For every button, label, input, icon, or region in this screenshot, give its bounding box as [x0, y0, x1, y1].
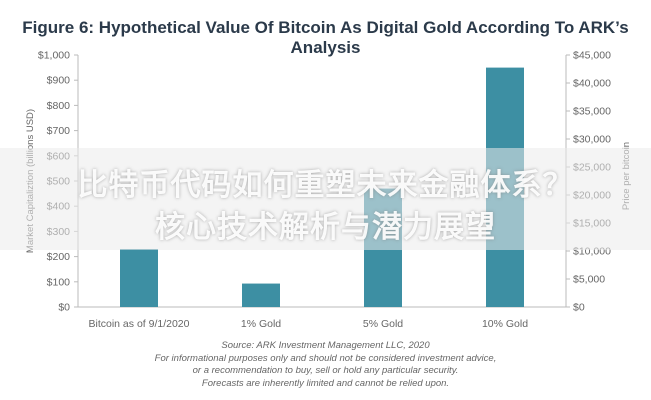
y-tick-label: $700 [47, 125, 71, 137]
x-tick-label: 5% Gold [363, 318, 403, 330]
y2-tick-label: $35,000 [573, 106, 611, 118]
x-tick-label: 10% Gold [482, 318, 528, 330]
y-tick-label: $200 [47, 251, 71, 263]
y-tick-label: $100 [47, 276, 71, 288]
y2-tick-label: $0 [573, 302, 585, 314]
y2-tick-label: $5,000 [573, 274, 605, 286]
disclaimer-line: For informational purposes only and shou… [154, 352, 497, 364]
y-tick-label: $900 [47, 75, 71, 87]
disclaimer-line: Forecasts are inherently limited and can… [201, 377, 450, 389]
y-tick-label: $1,000 [38, 50, 70, 62]
overlay-subheadline: 核心技术解析与潜力展望 [155, 210, 496, 245]
bar [120, 249, 158, 307]
bar [242, 283, 280, 307]
y-tick-label: $800 [47, 100, 71, 112]
source-line: Source: ARK Investment Management LLC, 2… [221, 340, 430, 351]
x-tick-label: 1% Gold [241, 318, 281, 330]
figure-title: Figure 6: Hypothetical Value Of Bitcoin … [22, 18, 629, 57]
x-axis-ticks: Bitcoin as of 9/1/2020 1% Gold 5% Gold 10% … [89, 318, 529, 330]
x-tick-label: Bitcoin as of 9/1/2020 [89, 318, 190, 330]
y2-tick-label: $30,000 [573, 134, 611, 146]
source-notes: Source: ARK Investment Management LLC, 2… [0, 340, 651, 390]
y2-tick-label: $45,000 [573, 50, 611, 62]
disclaimer-line: or a recommendation to buy, sell or hold… [192, 365, 459, 376]
y2-tick-label: $40,000 [573, 78, 611, 90]
y-tick-label: $0 [58, 302, 70, 314]
overlay-headline: 比特币代码如何重塑未来金融体系？ [77, 168, 574, 203]
watermark-overlay: 比特币代码如何重塑未来金融体系？ 核心技术解析与潜力展望 [0, 148, 651, 250]
